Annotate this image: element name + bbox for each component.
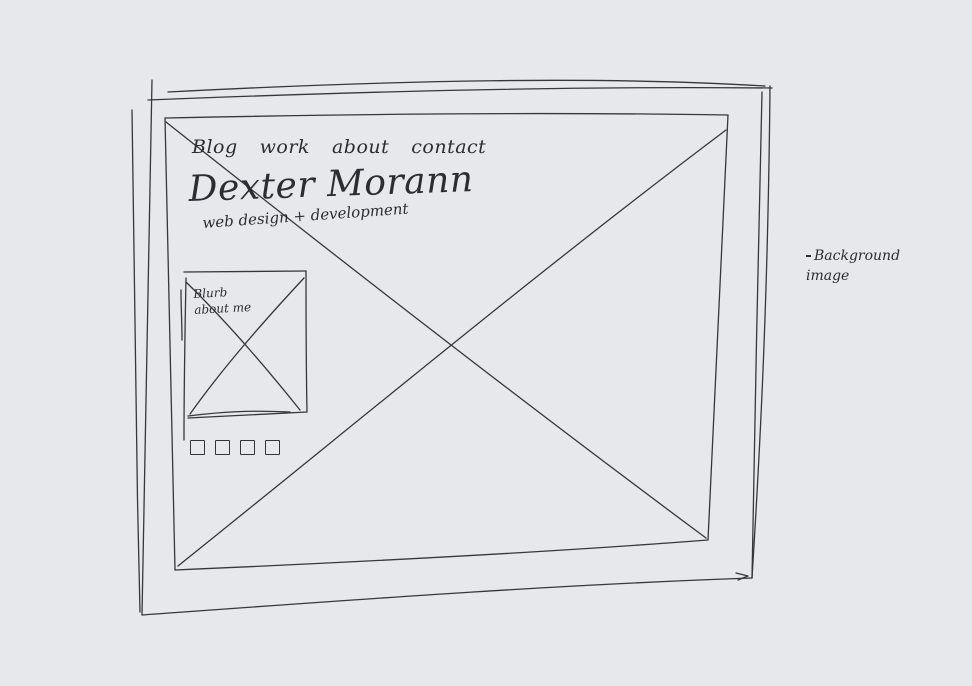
blurb-card-frame — [183, 270, 307, 273]
site-name: Dexter Morann — [187, 159, 475, 210]
background-image-frame — [164, 112, 729, 119]
nav-item-about[interactable]: about — [331, 136, 390, 158]
social-icon-1[interactable] — [190, 440, 205, 455]
annotation-note: Background image — [806, 246, 916, 287]
outer-frame — [141, 79, 153, 616]
main-nav: Blog work about contact — [192, 136, 486, 158]
social-icon-3[interactable] — [240, 440, 255, 455]
bullet-icon — [806, 255, 811, 257]
nav-item-blog[interactable]: Blog — [192, 136, 238, 158]
nav-item-contact[interactable]: contact — [411, 136, 487, 158]
social-icon-2[interactable] — [215, 440, 230, 455]
nav-item-work[interactable]: work — [259, 136, 310, 158]
background-image-cross — [165, 121, 707, 539]
annotation-text: Background image — [806, 248, 901, 285]
social-icon-4[interactable] — [265, 440, 280, 455]
social-icons-row — [190, 440, 280, 455]
blurb-text: Blurb about me — [193, 285, 252, 318]
